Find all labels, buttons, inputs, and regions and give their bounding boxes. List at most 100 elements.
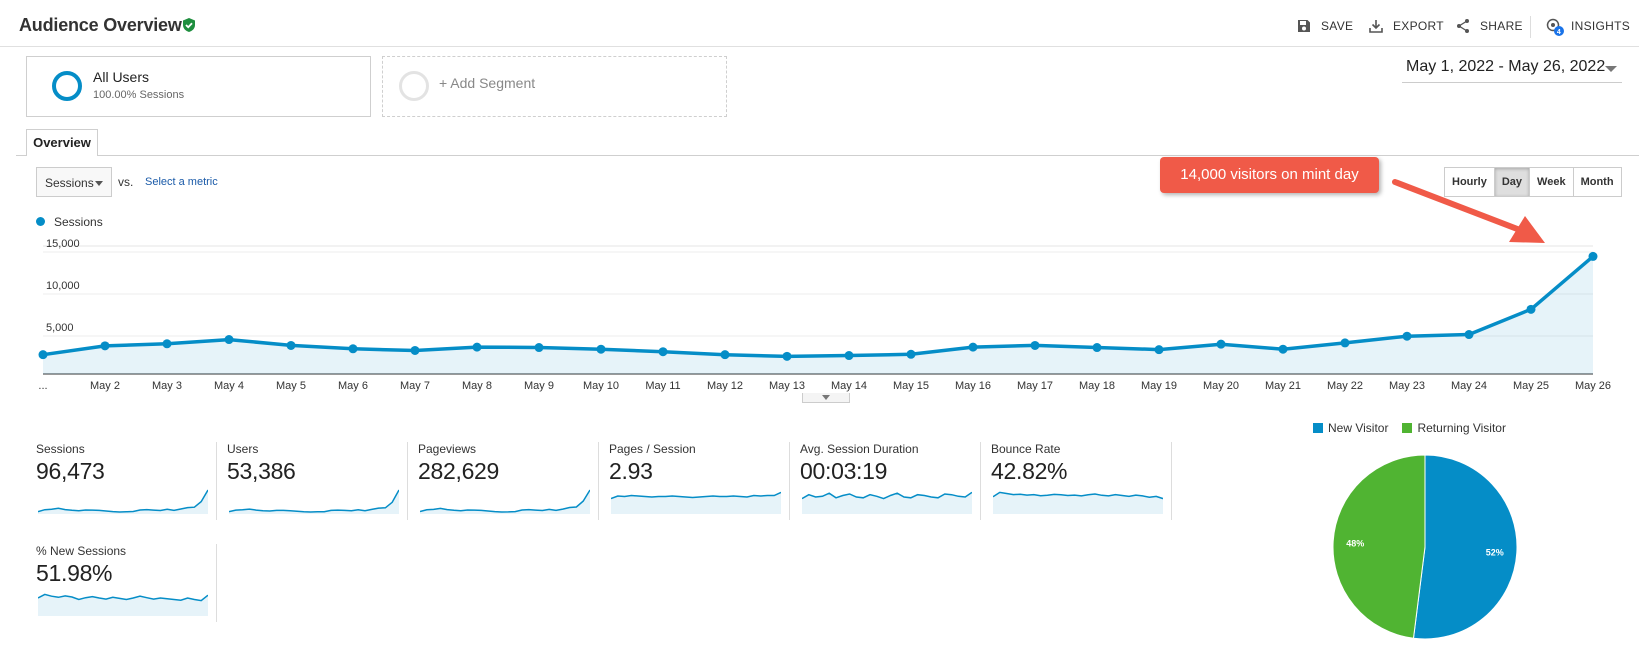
save-button[interactable]: SAVE xyxy=(1296,18,1353,34)
chevron-down-icon[interactable] xyxy=(1605,66,1617,72)
stat-tile[interactable]: Pageviews 282,629 xyxy=(418,442,599,520)
pie-slice-returning-visitor[interactable] xyxy=(1332,454,1426,639)
sessions-point[interactable] xyxy=(720,350,730,360)
sessions-point[interactable] xyxy=(596,344,606,354)
period-hourly-button[interactable]: Hourly xyxy=(1452,176,1487,188)
sessions-point[interactable] xyxy=(410,345,420,355)
stat-sparkline xyxy=(802,491,972,514)
sessions-point[interactable] xyxy=(1154,345,1164,355)
period-week-button[interactable]: Week xyxy=(1529,168,1573,196)
sessions-area xyxy=(43,256,1593,374)
sessions-point[interactable] xyxy=(1588,251,1598,261)
x-tick-label: May 3 xyxy=(152,380,182,392)
vs-label: vs. xyxy=(118,175,134,189)
stat-tile[interactable]: Pages / Session 2.93 xyxy=(609,442,790,520)
period-month-button[interactable]: Month xyxy=(1572,168,1621,196)
sessions-point[interactable] xyxy=(472,342,482,352)
select-metric-link[interactable]: Select a metric xyxy=(145,176,218,188)
stat-value: 51.98% xyxy=(36,560,113,586)
stat-value: 96,473 xyxy=(36,458,105,484)
sessions-point[interactable] xyxy=(1526,304,1536,314)
segment-name: All Users xyxy=(93,69,150,85)
x-tick-label: May 13 xyxy=(769,380,805,392)
sessions-point[interactable] xyxy=(844,351,854,361)
pie-slice-label: 48% xyxy=(1346,539,1364,549)
sessions-point[interactable] xyxy=(782,351,792,361)
stat-label: Sessions xyxy=(36,442,85,456)
stat-label: Pageviews xyxy=(418,442,477,456)
period-toggle-group: Hourly Day Week Month xyxy=(1444,167,1622,197)
x-tick-label: May 15 xyxy=(893,380,929,392)
sparkline-area xyxy=(38,490,208,514)
sessions-point[interactable] xyxy=(1340,338,1350,348)
sparkline-line xyxy=(993,491,1163,500)
save-label: SAVE xyxy=(1321,19,1354,33)
stat-tile[interactable]: Avg. Session Duration 00:03:19 xyxy=(800,442,981,520)
stat-value: 282,629 xyxy=(418,458,500,484)
x-tick-label: May 21 xyxy=(1265,380,1301,392)
period-day-button[interactable]: Day xyxy=(1493,168,1530,196)
sessions-point[interactable] xyxy=(658,347,668,357)
stat-tile[interactable]: % New Sessions 51.98% xyxy=(36,544,217,622)
segment-all-users[interactable]: All Users 100.00% Sessions xyxy=(26,56,371,117)
pie-legend: New Visitor Returning Visitor xyxy=(1313,421,1506,435)
stat-value: 00:03:19 xyxy=(800,458,888,484)
stat-tile[interactable]: Bounce Rate 42.82% xyxy=(991,442,1172,520)
sessions-point[interactable] xyxy=(968,342,978,352)
sessions-legend-marker xyxy=(36,217,45,226)
sparkline-area xyxy=(993,492,1163,514)
x-tick-label: May 16 xyxy=(955,380,991,392)
add-segment-button[interactable]: + Add Segment xyxy=(382,56,727,117)
share-button[interactable]: SHARE xyxy=(1455,18,1523,34)
pie-legend-new-visitor: New Visitor xyxy=(1313,421,1388,435)
legend-swatch xyxy=(1402,423,1413,433)
sessions-point[interactable] xyxy=(224,335,234,345)
x-tick-label: May 12 xyxy=(707,380,743,392)
sessions-point[interactable] xyxy=(1402,331,1412,341)
toolbar-divider xyxy=(1530,16,1531,38)
export-button[interactable]: EXPORT xyxy=(1368,18,1444,34)
export-label: EXPORT xyxy=(1393,19,1444,33)
sessions-point[interactable] xyxy=(906,349,916,359)
insights-button[interactable]: 4 INSIGHTS xyxy=(1546,18,1630,36)
legend-swatch xyxy=(1313,423,1323,433)
share-label: SHARE xyxy=(1480,19,1523,33)
sessions-point[interactable] xyxy=(1278,344,1288,354)
sessions-point[interactable] xyxy=(100,341,110,351)
sessions-point[interactable] xyxy=(348,344,358,354)
sessions-point[interactable] xyxy=(1464,330,1474,340)
page-title: Audience Overview xyxy=(19,15,182,35)
metric-select[interactable]: Sessions xyxy=(36,167,112,197)
sessions-point[interactable] xyxy=(162,339,172,349)
sessions-point[interactable] xyxy=(1030,340,1040,350)
sessions-point[interactable] xyxy=(38,350,48,360)
x-tick-label: May 5 xyxy=(276,380,306,392)
x-tick-label: May 26 xyxy=(1575,380,1611,392)
date-range-underline xyxy=(1402,82,1622,83)
stat-tile[interactable]: Users 53,386 xyxy=(227,442,408,520)
stat-sparkline xyxy=(38,593,208,616)
chart-resize-handle[interactable] xyxy=(802,393,850,403)
sessions-point[interactable] xyxy=(1216,339,1226,349)
pie-legend-label: New Visitor xyxy=(1328,421,1389,435)
sparkline-line xyxy=(229,489,399,513)
sessions-point[interactable] xyxy=(286,340,296,350)
tab-overview[interactable]: Overview xyxy=(26,129,98,156)
verified-shield-icon xyxy=(183,18,195,32)
segment-subtitle: 100.00% Sessions xyxy=(93,89,185,101)
sessions-legend-label: Sessions xyxy=(54,215,103,229)
stat-sparkline xyxy=(38,489,208,514)
date-range-picker[interactable]: May 1, 2022 - May 26, 2022 xyxy=(1406,58,1606,75)
x-tick-label: May 25 xyxy=(1513,380,1549,392)
x-tick-label: May 9 xyxy=(524,380,554,392)
sessions-point[interactable] xyxy=(534,343,544,353)
x-tick-label: May 23 xyxy=(1389,380,1425,392)
sparkline-line xyxy=(802,491,972,500)
annotation-arrow-icon xyxy=(1392,179,1545,243)
stat-tile[interactable]: Sessions 96,473 xyxy=(36,442,217,520)
pie-slice-new-visitor[interactable] xyxy=(1412,454,1518,640)
sparkline-area xyxy=(611,492,781,514)
add-segment-label: + Add Segment xyxy=(439,75,536,91)
sessions-point[interactable] xyxy=(1092,343,1102,353)
x-tick-label: May 22 xyxy=(1327,380,1363,392)
